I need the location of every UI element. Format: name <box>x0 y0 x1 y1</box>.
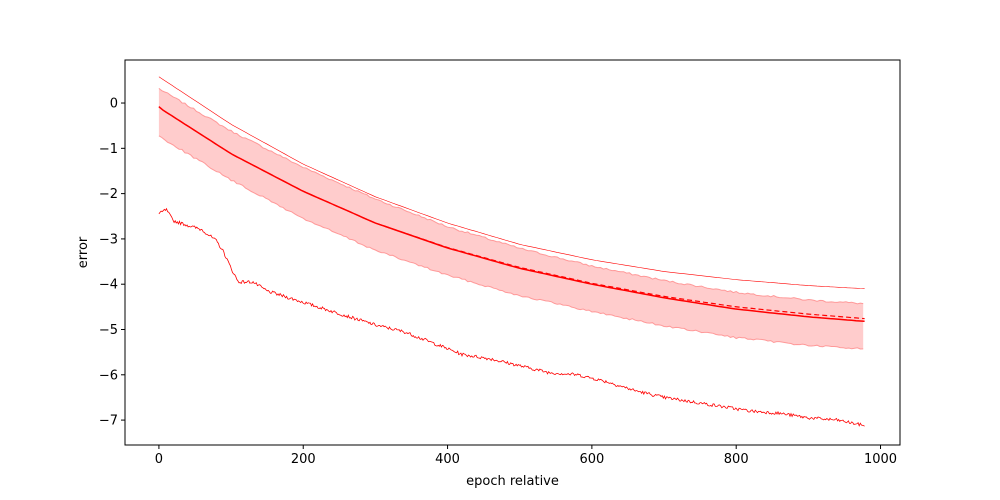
y-tick-label: 0 <box>110 97 118 112</box>
y-tick-label: −2 <box>99 187 118 202</box>
x-tick-label: 800 <box>724 452 749 467</box>
axis-ticks: 0 200 400 600 800 1000 0 −1 −2 −3 −4 −5 −6 −7 <box>99 97 897 467</box>
band-lower-edge <box>158 135 864 350</box>
x-tick-label: 200 <box>291 452 316 467</box>
uncertainty-band <box>158 88 864 350</box>
y-axis-label: error <box>76 236 91 268</box>
x-axis-label: epoch relative <box>466 474 559 489</box>
y-tick-label: −6 <box>99 368 118 383</box>
x-tick-label: 400 <box>435 452 460 467</box>
y-tick-label: −1 <box>99 142 118 157</box>
x-tick-label: 1000 <box>864 452 897 467</box>
y-tick-label: −3 <box>99 232 118 247</box>
y-tick-label: −7 <box>99 414 118 429</box>
series-line-3-dashed <box>158 106 865 320</box>
band-upper-edge <box>158 88 864 305</box>
x-tick-label: 0 <box>155 452 163 467</box>
plot-area <box>158 76 865 427</box>
x-tick-label: 600 <box>579 452 604 467</box>
y-tick-label: −5 <box>99 323 118 338</box>
series-line-4-noisy <box>158 207 865 427</box>
series-line-1-solid-thin <box>158 76 865 289</box>
axes-frame <box>124 59 901 446</box>
y-tick-label: −4 <box>99 278 118 293</box>
